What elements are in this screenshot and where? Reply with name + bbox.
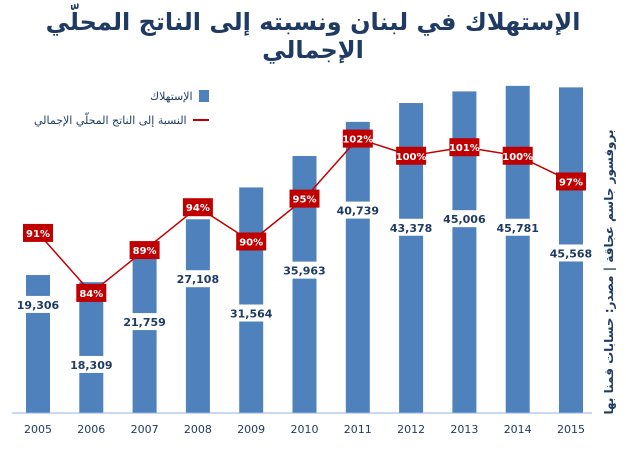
legend-bar-swatch [198, 90, 209, 102]
ratio-label-box [129, 241, 160, 260]
bar-value-label: 45,781 [496, 222, 538, 235]
bar-2011 [345, 121, 370, 413]
bar-label-bg [68, 355, 115, 373]
x-tick-label: 2006 [77, 423, 105, 436]
x-tick-label: 2014 [504, 423, 532, 436]
ratio-value-label: 91% [26, 229, 50, 240]
x-tick-label: 2010 [291, 423, 319, 436]
ratio-value-label: 101% [449, 143, 480, 154]
bar-value-label: 40,739 [337, 205, 379, 218]
legend-label-ratio: النسبة إلى الناتج المحلّي الإجمالي [34, 113, 187, 127]
ratio-value-label: 100% [502, 152, 533, 163]
bar-label-group: 18,309 [68, 355, 115, 373]
ratio-value-label: 100% [396, 152, 427, 163]
ratio-value-label: 94% [186, 203, 210, 214]
bar-label-group: 45,568 [548, 244, 594, 262]
ratio-point: 90% [236, 232, 267, 251]
ratio-value-label: 95% [293, 195, 317, 206]
bar-label-bg [228, 304, 275, 322]
bar-2014 [505, 85, 530, 414]
ratio-label-box [342, 129, 373, 148]
bar-value-label: 27,108 [177, 273, 219, 286]
x-tick-label: 2007 [131, 423, 159, 436]
ratio-value-label: 97% [559, 177, 583, 188]
ratio-point: 91% [23, 223, 53, 242]
source-note: بروفسور جاسم عجاقة | مصدر: حسابات قمنا ب… [596, 130, 622, 415]
legend-item-ratio: النسبة إلى الناتج المحلّي الإجمالي [34, 108, 209, 132]
bar-label-group: 35,963 [281, 261, 328, 279]
bar-label-group: 27,108 [174, 270, 221, 288]
bar-label-group: 21,759 [121, 313, 168, 331]
bar-label-group: 45,006 [441, 210, 488, 228]
bar-value-label: 45,568 [550, 247, 592, 260]
legend-item-consumption: الإستهلاك [34, 84, 209, 108]
ratio-label-box [502, 146, 533, 165]
ratio-label-box [449, 138, 480, 157]
legend-line-swatch [192, 119, 209, 121]
bar-2006 [79, 282, 104, 413]
ratio-value-label: 102% [342, 135, 373, 146]
chart-title: الإستهلاك في لبنان ونسبته إلى الناتج الم… [45, 8, 581, 64]
bar-label-bg [548, 244, 594, 262]
bar-value-label: 43,378 [390, 222, 432, 235]
ratio-point: 97% [556, 172, 586, 191]
x-tick-label: 2013 [450, 423, 478, 436]
bar-label-bg [334, 201, 381, 219]
ratio-point: 95% [289, 189, 320, 208]
ratio-label-box [396, 146, 427, 165]
source-note-text: بروفسور جاسم عجاقة | مصدر: حسابات قمنا ب… [602, 129, 616, 415]
bar-label-group: 45,781 [494, 218, 541, 236]
bar-2008 [185, 219, 210, 413]
ratio-label-box [289, 189, 320, 208]
ratio-point: 94% [182, 198, 213, 217]
x-tick-label: 2009 [237, 423, 265, 436]
bar-label-group: 40,739 [334, 201, 381, 219]
x-tick-label: 2005 [24, 423, 52, 436]
ratio-value-label: 89% [133, 246, 157, 257]
bar-value-label: 45,006 [443, 213, 486, 226]
bar-label-bg [15, 295, 61, 313]
bar-2009 [239, 187, 264, 413]
ratio-label-box [76, 283, 107, 302]
bar-value-label: 31,564 [230, 308, 273, 321]
bar-2007 [132, 257, 157, 413]
ratio-point: 100% [396, 146, 427, 165]
x-tick-label: 2011 [344, 423, 372, 436]
x-tick-label: 2012 [397, 423, 425, 436]
ratio-label-box [556, 172, 586, 191]
bar-value-label: 18,309 [70, 359, 112, 372]
ratio-point: 101% [449, 138, 480, 157]
x-tick-label: 2015 [557, 423, 585, 436]
ratio-point: 89% [129, 241, 160, 260]
bar-label-bg [388, 218, 435, 236]
legend: الإستهلاك النسبة إلى الناتج المحلّي الإج… [34, 84, 209, 132]
legend-label-consumption: الإستهلاك [150, 89, 193, 103]
bar-label-bg [441, 210, 488, 228]
ratio-point: 100% [502, 146, 533, 165]
bar-label-bg [121, 313, 168, 331]
bar-label-bg [174, 270, 221, 288]
bar-label-group: 31,564 [228, 304, 275, 322]
ratio-point: 102% [342, 129, 373, 148]
x-tick-label: 2008 [184, 423, 212, 436]
ratio-label-box [23, 223, 53, 242]
ratio-label-box [236, 232, 267, 251]
bar-value-label: 21,759 [123, 316, 165, 329]
bar-label-group: 43,378 [388, 218, 435, 236]
ratio-value-label: 90% [239, 238, 263, 249]
ratio-value-label: 84% [79, 289, 103, 300]
bar-value-label: 19,306 [17, 299, 60, 312]
bar-2005 [26, 275, 50, 413]
bar-label-bg [494, 218, 541, 236]
ratio-point: 84% [76, 283, 107, 302]
ratio-label-box [182, 198, 213, 217]
bar-label-bg [281, 261, 328, 279]
bar-value-label: 35,963 [283, 265, 325, 278]
bar-label-group: 19,306 [15, 295, 61, 313]
